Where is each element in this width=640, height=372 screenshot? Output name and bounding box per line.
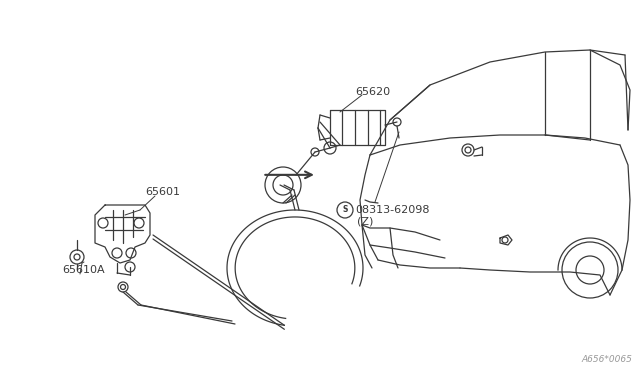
- Text: (Z): (Z): [357, 217, 373, 227]
- Text: 08313-62098: 08313-62098: [355, 205, 429, 215]
- Text: A656*0065: A656*0065: [581, 355, 632, 364]
- Text: 65620: 65620: [355, 87, 390, 97]
- Text: 65610A: 65610A: [62, 265, 104, 275]
- Text: 65601: 65601: [145, 187, 180, 197]
- Text: S: S: [342, 205, 348, 215]
